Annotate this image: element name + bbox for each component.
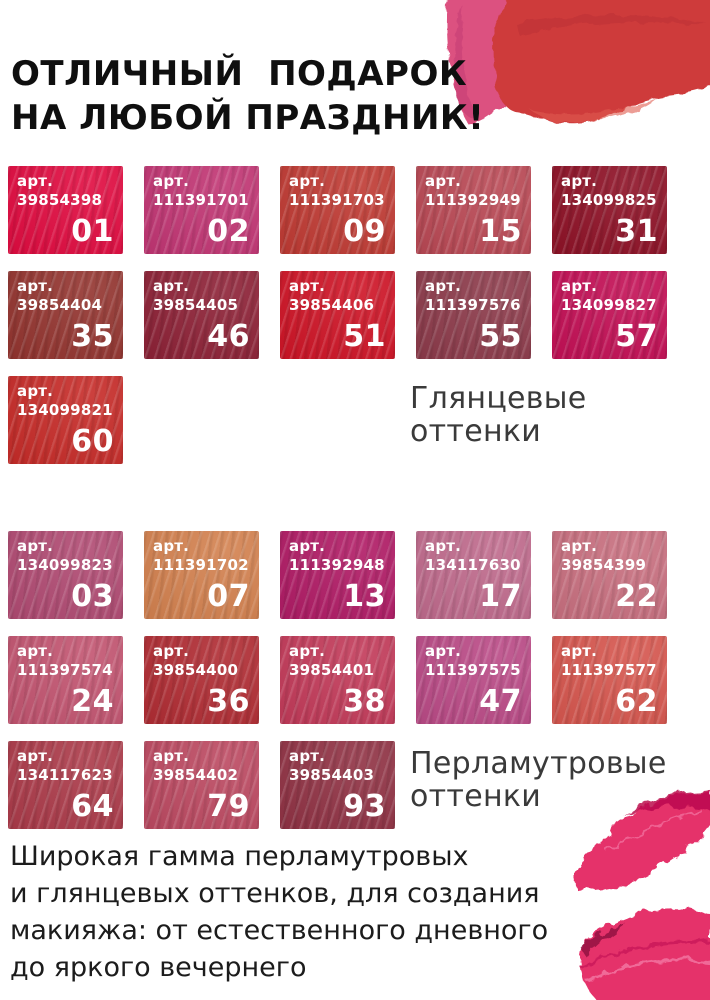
article-number: арт. 111397574 bbox=[17, 642, 113, 679]
shade-swatch-79: арт. 39854402 79 bbox=[144, 741, 259, 829]
article-number: арт. 134099827 bbox=[561, 277, 657, 314]
shade-number: 24 bbox=[71, 684, 114, 719]
article-number: арт. 111391701 bbox=[153, 172, 249, 209]
shade-number: 13 bbox=[343, 579, 386, 614]
glossy-shades-grid: арт. 39854398 01 арт. 111391701 02 арт. 111… bbox=[8, 166, 702, 481]
article-number: арт. 39854404 bbox=[17, 277, 103, 314]
smear-red-highlight-shape bbox=[530, 98, 656, 123]
shade-number: 36 bbox=[207, 684, 250, 719]
shade-swatch-31: арт. 134099825 31 bbox=[552, 166, 667, 254]
smear-streak-line-1 bbox=[579, 940, 710, 969]
smear-streak-line-2 bbox=[585, 958, 710, 983]
shade-number: 57 bbox=[615, 319, 658, 354]
smear-lower-dark-tip-shape bbox=[580, 923, 626, 957]
article-number: арт. 111397575 bbox=[425, 642, 521, 679]
shade-number: 01 bbox=[71, 214, 114, 249]
shade-swatch-07: арт. 111391702 07 bbox=[144, 531, 259, 619]
smear-lower-mass-shape bbox=[579, 908, 710, 1000]
shade-swatch-55: арт. 111397576 55 bbox=[416, 271, 531, 359]
glossy-row-3: арт. 134099821 60 Глянцевые оттенки bbox=[8, 376, 702, 464]
page-title: ОТЛИЧНЫЙ ПОДАРОК НА ЛЮБОЙ ПРАЗДНИК! bbox=[11, 54, 485, 138]
shade-number: 15 bbox=[479, 214, 522, 249]
shade-number: 60 bbox=[71, 424, 114, 459]
lipstick-smear-bottom-right-image bbox=[574, 790, 710, 1000]
shade-swatch-13: арт. 111392948 13 bbox=[280, 531, 395, 619]
shade-swatch-17: арт. 134117630 17 bbox=[416, 531, 531, 619]
shade-swatch-09: арт. 111391703 09 bbox=[280, 166, 395, 254]
article-number: арт. 134099823 bbox=[17, 537, 113, 574]
glossy-section-label: Глянцевые оттенки bbox=[410, 381, 587, 449]
pearl-row-3: арт. 134117623 64 арт. 39854402 79 арт. 398… bbox=[8, 741, 702, 829]
shade-number: 79 bbox=[207, 789, 250, 824]
shade-number: 35 bbox=[71, 319, 114, 354]
shade-swatch-36: арт. 39854400 36 bbox=[144, 636, 259, 724]
smear-red-streak-shape bbox=[516, 15, 708, 36]
article-number: арт. 39854400 bbox=[153, 642, 239, 679]
shade-number: 31 bbox=[615, 214, 658, 249]
article-number: арт. 134117630 bbox=[425, 537, 521, 574]
shade-swatch-24: арт. 111397574 24 bbox=[8, 636, 123, 724]
shade-swatch-46: арт. 39854405 46 bbox=[144, 271, 259, 359]
glossy-row-1: арт. 39854398 01 арт. 111391701 02 арт. 111… bbox=[8, 166, 702, 254]
shade-number: 17 bbox=[479, 579, 522, 614]
shade-swatch-62: арт. 111397577 62 bbox=[552, 636, 667, 724]
glossy-row-2: арт. 39854404 35 арт. 39854405 46 арт. 3985… bbox=[8, 271, 702, 359]
article-number: арт. 111391703 bbox=[289, 172, 385, 209]
shade-number: 09 bbox=[343, 214, 386, 249]
pearl-shades-grid: арт. 134099823 03 арт. 111391702 07 арт. 11… bbox=[8, 531, 702, 846]
article-number: арт. 134117623 bbox=[17, 747, 113, 784]
article-number: арт. 111397577 bbox=[561, 642, 657, 679]
shade-number: 62 bbox=[615, 684, 658, 719]
shade-number: 38 bbox=[343, 684, 386, 719]
shade-number: 03 bbox=[71, 579, 114, 614]
description-text: Широкая гамма перламутровых и глянцевых … bbox=[10, 841, 549, 983]
shade-swatch-02: арт. 111391701 02 bbox=[144, 166, 259, 254]
article-number: арт. 39854401 bbox=[289, 642, 375, 679]
article-number: арт. 134099825 bbox=[561, 172, 657, 209]
shade-number: 93 bbox=[343, 789, 386, 824]
shade-swatch-01: арт. 39854398 01 bbox=[8, 166, 123, 254]
pearl-row-2: арт. 111397574 24 арт. 39854400 36 арт. 398… bbox=[8, 636, 702, 724]
article-number: арт. 111392948 bbox=[289, 537, 385, 574]
article-number: арт. 134099821 bbox=[17, 382, 113, 419]
shade-number: 47 bbox=[479, 684, 522, 719]
article-number: арт. 39854398 bbox=[17, 172, 103, 209]
lipstick-smear-top-right-image bbox=[446, 0, 710, 126]
shade-number: 22 bbox=[615, 579, 658, 614]
shade-swatch-93: арт. 39854403 93 bbox=[280, 741, 395, 829]
article-number: арт. 39854405 bbox=[153, 277, 239, 314]
article-number: арт. 111391702 bbox=[153, 537, 249, 574]
shade-number: 07 bbox=[207, 579, 250, 614]
shade-swatch-38: арт. 39854401 38 bbox=[280, 636, 395, 724]
shade-swatch-22: арт. 39854399 22 bbox=[552, 531, 667, 619]
article-number: арт. 111397576 bbox=[425, 277, 521, 314]
shade-swatch-57: арт. 134099827 57 bbox=[552, 271, 667, 359]
smear-upper-stroke-dark-shape bbox=[624, 790, 710, 817]
shade-swatch-03: арт. 134099823 03 bbox=[8, 531, 123, 619]
shade-swatch-15: арт. 111392949 15 bbox=[416, 166, 531, 254]
smear-pink-shade-shape bbox=[453, 6, 476, 119]
article-number: арт. 39854402 bbox=[153, 747, 239, 784]
smear-streak-line-3 bbox=[605, 809, 703, 853]
pearl-row-1: арт. 134099823 03 арт. 111391702 07 арт. 11… bbox=[8, 531, 702, 619]
shade-swatch-35: арт. 39854404 35 bbox=[8, 271, 123, 359]
shade-swatch-51: арт. 39854406 51 bbox=[280, 271, 395, 359]
article-number: арт. 111392949 bbox=[425, 172, 521, 209]
shade-number: 02 bbox=[207, 214, 250, 249]
shade-number: 46 bbox=[207, 319, 250, 354]
shade-swatch-47: арт. 111397575 47 bbox=[416, 636, 531, 724]
shade-swatch-64: арт. 134117623 64 bbox=[8, 741, 123, 829]
smear-red-shape bbox=[493, 0, 710, 124]
shade-number: 55 bbox=[479, 319, 522, 354]
pearl-section-label: Перламутровые оттенки bbox=[410, 746, 667, 814]
shade-number: 51 bbox=[343, 319, 386, 354]
article-number: арт. 39854399 bbox=[561, 537, 647, 574]
shade-swatch-60: арт. 134099821 60 bbox=[8, 376, 123, 464]
shade-number: 64 bbox=[71, 789, 114, 824]
article-number: арт. 39854406 bbox=[289, 277, 375, 314]
article-number: арт. 39854403 bbox=[289, 747, 375, 784]
